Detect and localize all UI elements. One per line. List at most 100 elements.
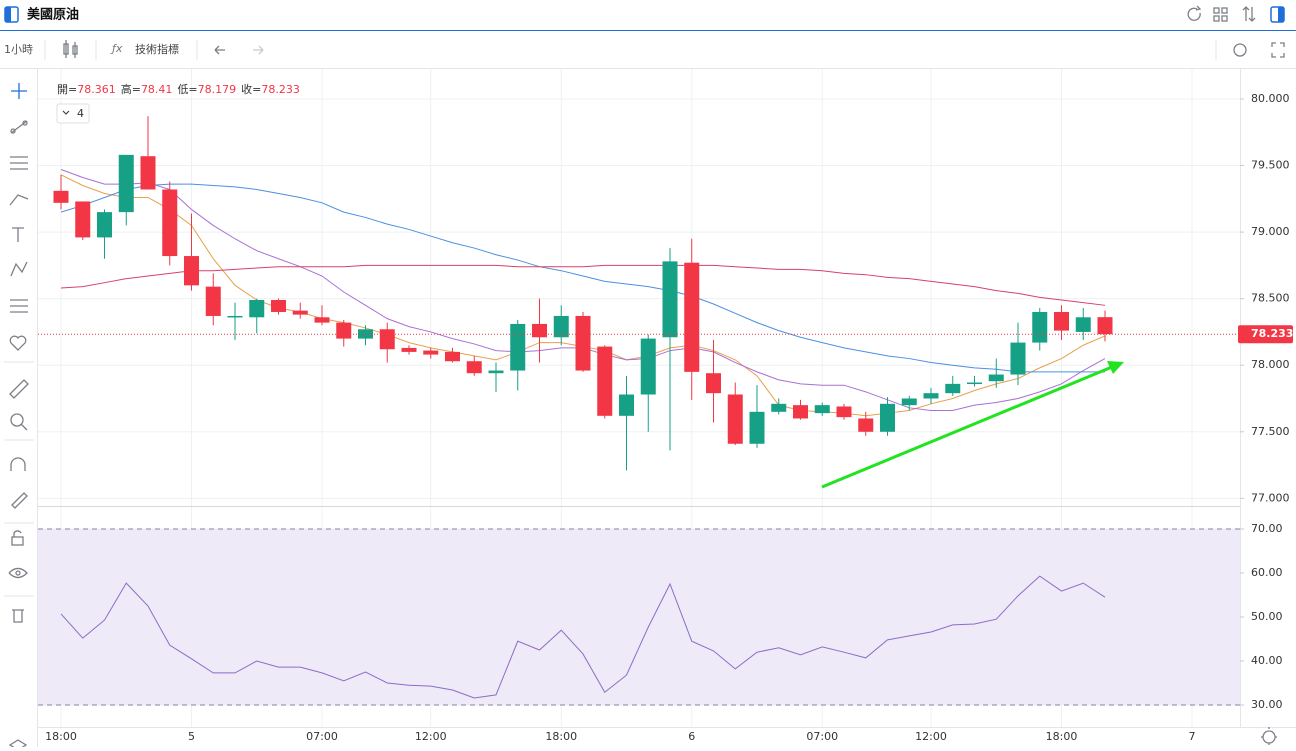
y-tick-label: 78.000 bbox=[1251, 358, 1290, 371]
candle-body bbox=[1054, 311, 1069, 331]
candle-body bbox=[727, 394, 743, 444]
candle-body bbox=[423, 350, 439, 355]
header bbox=[0, 0, 1296, 30]
candle-body bbox=[184, 256, 199, 286]
drawing-tools[interactable] bbox=[8, 83, 29, 751]
candle-body bbox=[836, 406, 852, 418]
x-tick-label: 18:00 bbox=[545, 730, 577, 743]
interval-button[interactable]: 1小時 bbox=[4, 43, 33, 56]
candle-body bbox=[227, 315, 243, 318]
x-tick-label: 7 bbox=[1189, 730, 1196, 743]
candle-body bbox=[162, 189, 178, 257]
candle-body bbox=[97, 212, 112, 238]
redo-icon[interactable] bbox=[253, 45, 264, 55]
y-tick-label: 50.00 bbox=[1251, 610, 1283, 623]
y-tick-label: 77.000 bbox=[1251, 491, 1290, 504]
indicator-toggle[interactable] bbox=[56, 103, 90, 124]
candle-body bbox=[53, 190, 69, 203]
panel-icon[interactable] bbox=[1278, 7, 1284, 22]
candle-body bbox=[684, 262, 700, 372]
refresh-icon[interactable] bbox=[1187, 5, 1202, 21]
candle-body bbox=[988, 374, 1004, 382]
indicators-button[interactable]: 技術指標 bbox=[135, 42, 179, 56]
candle-body bbox=[575, 315, 591, 371]
candle-body bbox=[814, 405, 830, 414]
sort-icon[interactable] bbox=[1242, 6, 1256, 22]
line-series bbox=[60, 575, 1106, 699]
legend-value: 78.361 bbox=[77, 83, 116, 96]
candle-body bbox=[945, 383, 961, 394]
axis-labels: 18:00 5 07:00 12:00 18:00 6 07:00 12:00 18:00 7 77… bbox=[45, 92, 1293, 743]
candle-body bbox=[75, 201, 91, 238]
candle-body bbox=[880, 403, 895, 432]
y-tick-label: 78.500 bbox=[1251, 292, 1290, 305]
time-settings-icon[interactable] bbox=[1261, 727, 1277, 745]
candle-body bbox=[445, 351, 460, 362]
candle-body bbox=[118, 154, 134, 213]
symbol-title: 美國原油 bbox=[27, 7, 79, 23]
candle-body bbox=[901, 398, 917, 406]
candle-body bbox=[640, 338, 656, 395]
trend-arrow-head bbox=[1107, 361, 1124, 374]
candle-body bbox=[749, 411, 765, 444]
candle-body bbox=[597, 346, 613, 416]
candle-body bbox=[706, 373, 721, 394]
x-tick-label: 12:00 bbox=[915, 730, 947, 743]
candle-body bbox=[1097, 317, 1113, 335]
candle-body bbox=[510, 323, 526, 371]
line-series bbox=[60, 264, 1106, 306]
line-series bbox=[60, 183, 1105, 373]
candle-body bbox=[662, 261, 678, 338]
candle-body bbox=[771, 403, 787, 412]
y-tick-label: 70.00 bbox=[1251, 522, 1283, 535]
chevron-icon[interactable] bbox=[62, 110, 70, 115]
candle-body bbox=[401, 347, 417, 352]
x-tick-label: 07:00 bbox=[306, 730, 338, 743]
y-tick-label: 60.00 bbox=[1251, 566, 1283, 579]
y-tick-label: 79.000 bbox=[1251, 225, 1290, 238]
indicator-count: 4 bbox=[77, 107, 84, 120]
candle-body bbox=[205, 286, 221, 316]
x-tick-label: 6 bbox=[688, 730, 695, 743]
candle-body bbox=[858, 418, 874, 432]
candle-type-icon[interactable] bbox=[63, 40, 78, 58]
y-tick-label: 77.500 bbox=[1251, 425, 1290, 438]
ohlc-legend: 開= 78.361 高= 78.41 低= 78.179 收= 78.233 bbox=[57, 82, 300, 96]
legend-value: 78.233 bbox=[261, 83, 300, 96]
candle-body bbox=[532, 323, 547, 338]
marks bbox=[38, 116, 1240, 699]
candle-body bbox=[793, 405, 808, 419]
candle-body bbox=[140, 156, 156, 190]
y-tick-label: 30.00 bbox=[1251, 698, 1283, 711]
rsi-band bbox=[38, 528, 1240, 706]
candle-body bbox=[314, 317, 330, 323]
candle-body bbox=[1010, 342, 1026, 375]
logo bbox=[5, 7, 11, 22]
candle-body bbox=[923, 393, 939, 399]
x-tick-label: 18:00 bbox=[1046, 730, 1078, 743]
legend-label: 低= bbox=[177, 83, 197, 96]
candle-body bbox=[271, 299, 286, 312]
trend-arrow bbox=[821, 365, 1113, 489]
y-tick-label: 80.000 bbox=[1251, 92, 1290, 105]
candle-body bbox=[488, 370, 504, 374]
legend-label: 高= bbox=[121, 82, 141, 96]
legend-label: 開= bbox=[57, 83, 77, 96]
band-area bbox=[38, 529, 1240, 705]
undo-icon[interactable] bbox=[214, 45, 225, 55]
settings-icon[interactable] bbox=[1233, 43, 1247, 57]
last-price-tag bbox=[1238, 325, 1293, 344]
legend-value: 78.179 bbox=[198, 83, 237, 96]
legend-label: 收= bbox=[241, 82, 261, 96]
layout-icon[interactable] bbox=[1213, 7, 1228, 22]
legend-value: 78.41 bbox=[141, 83, 173, 96]
fullscreen-icon[interactable] bbox=[1271, 42, 1285, 58]
candle-body bbox=[466, 361, 482, 374]
candle-body bbox=[336, 322, 352, 339]
y-tick-label: 40.00 bbox=[1251, 654, 1283, 667]
y-tick-label: 79.500 bbox=[1251, 159, 1290, 172]
candle-body bbox=[249, 299, 265, 318]
candle-body bbox=[967, 382, 982, 385]
fx-icon[interactable]: ƒx bbox=[110, 42, 123, 55]
